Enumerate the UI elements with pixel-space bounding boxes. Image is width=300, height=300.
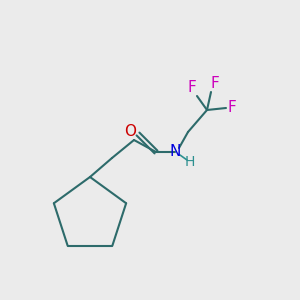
Text: O: O: [124, 124, 136, 140]
Text: F: F: [211, 76, 219, 92]
Text: F: F: [188, 80, 196, 95]
Text: N: N: [169, 145, 181, 160]
Text: F: F: [228, 100, 236, 116]
Text: H: H: [185, 155, 195, 169]
